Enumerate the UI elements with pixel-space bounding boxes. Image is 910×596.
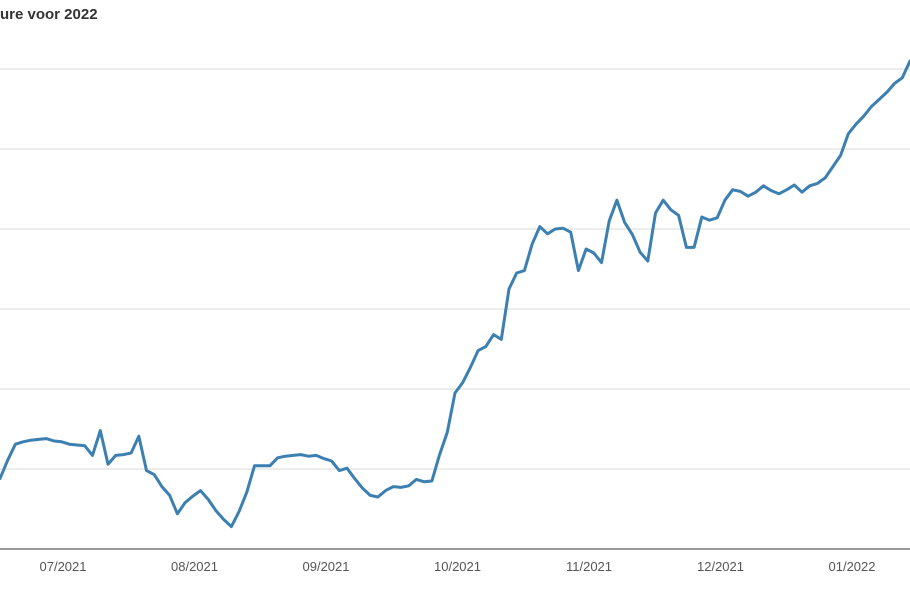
x-tick-label: 10/2021	[434, 559, 481, 574]
chart-title: ure voor 2022	[0, 6, 98, 23]
x-tick-label: 09/2021	[303, 559, 350, 574]
series-line	[0, 59, 910, 529]
x-tick-label: 11/2021	[566, 559, 612, 574]
x-tick-label: 08/2021	[171, 559, 218, 574]
gridlines	[0, 68, 910, 470]
x-tick-labels: 07/2021 08/2021 09/2021 10/2021 11/2021 12/20…	[40, 559, 876, 574]
x-tick-label: 07/2021	[40, 559, 87, 574]
x-tick-label: 12/2021	[697, 559, 744, 574]
x-tick-label: 01/2022	[829, 559, 876, 574]
